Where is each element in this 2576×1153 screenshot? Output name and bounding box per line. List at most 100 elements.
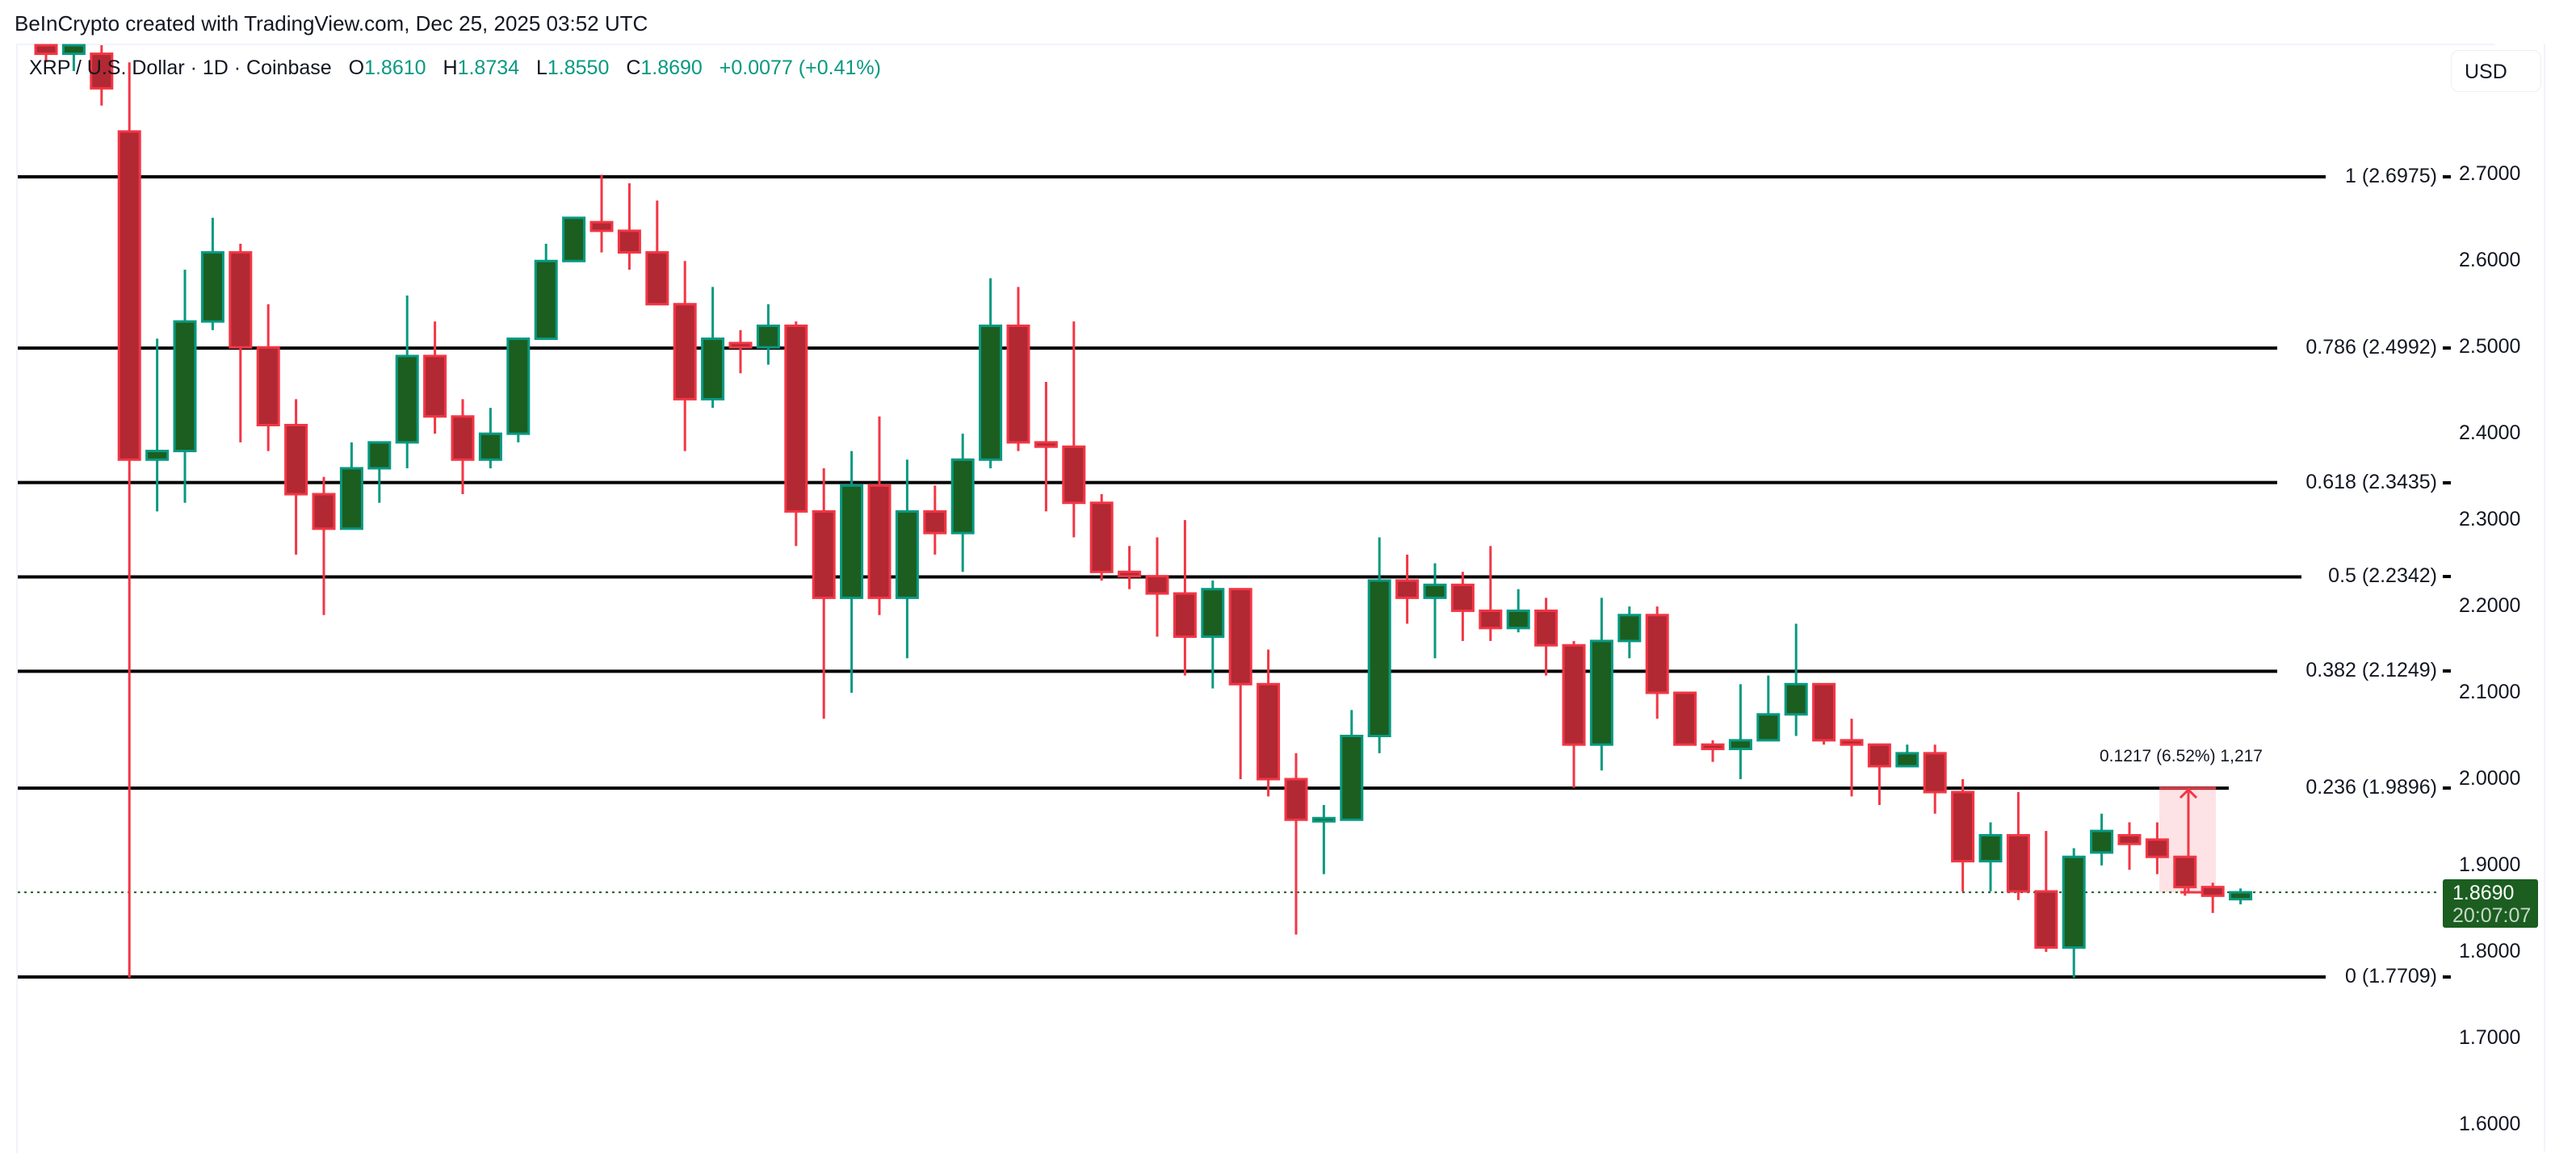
change-value: +0.0077 (+0.41%): [719, 57, 881, 79]
candle-body: [1145, 575, 1169, 595]
candle-body: [923, 509, 947, 535]
candle-body: [812, 509, 836, 599]
candle-body: [1228, 588, 1252, 686]
candle-body: [1479, 609, 1503, 630]
chart-credit: BeInCrypto created with TradingView.com,…: [15, 11, 648, 36]
fib-axis-marker: [2443, 669, 2451, 673]
candle-body: [1784, 682, 1808, 716]
candle-body: [1756, 713, 1781, 742]
price-tick: 1.7000: [2459, 1025, 2521, 1049]
close-value: 1.8690: [640, 57, 703, 79]
fib-label: 0.382 (2.1249): [2305, 659, 2437, 682]
currency-button[interactable]: USD: [2451, 50, 2541, 92]
candle-body: [701, 338, 725, 400]
candle-body: [2201, 886, 2225, 897]
candle-body: [1089, 501, 1114, 573]
symbol-legend: XRP / U.S. Dollar · 1D · Coinbase O1.861…: [29, 57, 881, 80]
price-tick: 2.6000: [2459, 249, 2521, 272]
candle-body: [756, 324, 780, 349]
fib-axis-marker: [2443, 786, 2451, 790]
low-label: L: [535, 57, 548, 79]
chart-pane[interactable]: [16, 44, 2495, 1153]
candle-body: [2090, 829, 2114, 854]
candle-body: [90, 52, 114, 90]
candle-body: [1284, 778, 1308, 821]
price-tick: 2.2000: [2459, 594, 2521, 618]
price-axis-border: [2544, 44, 2545, 1151]
candle-body: [1257, 682, 1281, 781]
candle-body: [284, 423, 308, 496]
price-tick: 2.3000: [2459, 508, 2521, 531]
candle-body: [1423, 583, 1447, 599]
open-label: O: [348, 57, 365, 79]
candle-body: [979, 324, 1003, 461]
price-tick: 2.4000: [2459, 421, 2521, 445]
candle-body: [2145, 838, 2169, 858]
candle-body: [895, 509, 919, 599]
price-tick: 2.5000: [2459, 335, 2521, 358]
candle-body: [1311, 816, 1336, 823]
candle-body: [673, 303, 697, 400]
close-label: C: [626, 57, 641, 79]
price-tick: 2.1000: [2459, 681, 2521, 704]
candle-body: [1951, 790, 1975, 863]
candle-body: [1867, 743, 1891, 768]
high-label: H: [443, 57, 458, 79]
fib-axis-marker: [2443, 175, 2451, 178]
candle-body: [117, 130, 141, 461]
candle-body: [451, 415, 475, 461]
candle-body: [1562, 644, 1586, 746]
candle-body: [784, 324, 808, 513]
candle-body: [2117, 833, 2142, 845]
price-tick: 2.0000: [2459, 766, 2521, 790]
fib-label: 0.618 (2.3435): [2305, 470, 2437, 493]
candle-body: [145, 450, 170, 461]
candle-body: [34, 44, 58, 56]
candle-body: [1006, 324, 1030, 444]
candle-body: [1701, 743, 1725, 751]
candle-body: [1840, 739, 1864, 746]
candle-body: [1895, 752, 1919, 768]
candle-body: [840, 484, 864, 599]
candle-body: [2062, 855, 2086, 950]
measure-label: 0.1217 (6.52%) 1,217: [2100, 747, 2263, 765]
candle-body: [173, 320, 197, 453]
fib-label: 1 (2.6975): [2345, 165, 2437, 187]
candle-body: [1673, 691, 1697, 746]
candle-body: [1728, 739, 1752, 751]
candle-body: [728, 342, 753, 349]
candle-body: [1506, 609, 1530, 630]
candle-body: [200, 251, 224, 323]
candle-body: [367, 441, 392, 470]
fib-axis-marker: [2443, 575, 2451, 579]
candle-body: [1173, 592, 1197, 639]
price-tick: 1.6000: [2459, 1112, 2521, 1135]
candle-body: [1034, 441, 1058, 448]
candle-body: [1534, 609, 1559, 647]
candle-body: [256, 346, 280, 426]
price-tick: 2.7000: [2459, 162, 2521, 186]
candle-body: [2034, 890, 2058, 950]
candle-body: [1395, 579, 1420, 599]
candle-body: [1450, 583, 1475, 612]
candle-body: [1062, 445, 1086, 505]
candle-body: [506, 338, 531, 435]
candle-body: [1978, 833, 2003, 863]
current-price-value: 1.8690: [2452, 882, 2515, 904]
fib-label: 0.786 (2.4992): [2305, 336, 2437, 359]
candle-body: [229, 251, 253, 349]
candle-body: [395, 354, 419, 444]
current-price-badge: 1.8690 20:07:07: [2443, 879, 2538, 928]
fib-label: 0 (1.7709): [2345, 964, 2437, 987]
fib-axis-marker: [2443, 480, 2451, 484]
fib-label: 0.5 (2.2342): [2328, 564, 2437, 588]
candle-body: [1589, 639, 1613, 746]
price-tick: 1.8000: [2459, 939, 2521, 962]
candle-body: [1617, 614, 1642, 643]
candle-body: [1923, 752, 1947, 794]
candle-body: [1201, 588, 1225, 639]
symbol-title[interactable]: XRP / U.S. Dollar · 1D · Coinbase: [29, 57, 332, 79]
fib-axis-marker: [2443, 346, 2451, 350]
candle-body: [2173, 855, 2197, 889]
